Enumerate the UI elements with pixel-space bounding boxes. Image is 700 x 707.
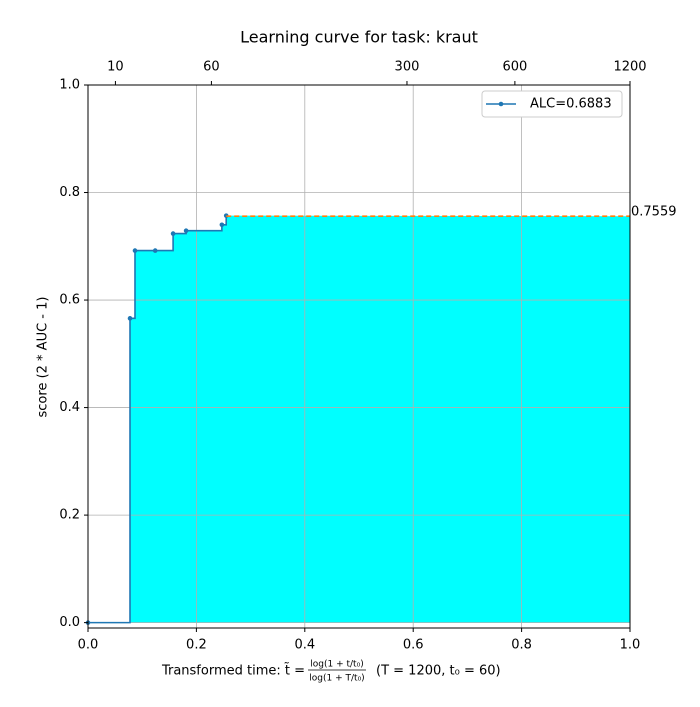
- x2-tick-label: 300: [395, 60, 420, 75]
- y-axis-label: score (2 * AUC - 1): [36, 297, 51, 418]
- x2-tick-label: 10: [107, 60, 124, 75]
- y-tick-label: 0.2: [59, 508, 80, 523]
- y-tick-label: 0.4: [59, 400, 80, 415]
- y-tick-label: 1.0: [59, 78, 80, 93]
- x-tick-label: 0.6: [403, 638, 424, 653]
- x-tick-label: 0.0: [78, 638, 99, 653]
- x2-tick-label: 600: [502, 60, 527, 75]
- x2-tick-label: 60: [203, 60, 220, 75]
- y-tick-label: 0.0: [59, 615, 80, 630]
- area-fill: [88, 215, 630, 623]
- point: [152, 248, 158, 253]
- x-label-prefix: Transformed time: t̃ =: [161, 663, 305, 678]
- x-tick-label: 1.0: [620, 638, 641, 653]
- legend-marker: [498, 101, 504, 107]
- point: [170, 231, 176, 236]
- x-tick-label: 0.8: [511, 638, 532, 653]
- y-tick-label: 0.8: [59, 185, 80, 200]
- x2-tick-label: 1200: [613, 60, 646, 75]
- legend-box: [481, 90, 623, 118]
- point: [219, 222, 225, 228]
- chart-title: Learning curve for task: kraut: [240, 28, 478, 47]
- axes-frame: [87, 84, 631, 629]
- x-axis-label: Transformed time: t̃ = log(1 + t/t₀) log…: [161, 660, 501, 684]
- legend-label: ALC=0.6883: [530, 97, 612, 112]
- point: [127, 316, 133, 321]
- x-label-numerator: log(1 + t/t₀): [310, 660, 363, 670]
- point: [183, 228, 189, 233]
- x-label-denominator: log(1 + T/t₀): [309, 674, 364, 684]
- legend: ALC=0.6883: [481, 90, 623, 118]
- x-tick-label: 0.2: [186, 638, 207, 653]
- final-score-label: 0.7559: [631, 205, 677, 220]
- point: [132, 248, 138, 253]
- x-label-suffix: (T = 1200, t₀ = 60): [376, 664, 501, 679]
- x-tick-label: 0.4: [294, 638, 315, 653]
- y-tick-label: 0.6: [59, 293, 80, 308]
